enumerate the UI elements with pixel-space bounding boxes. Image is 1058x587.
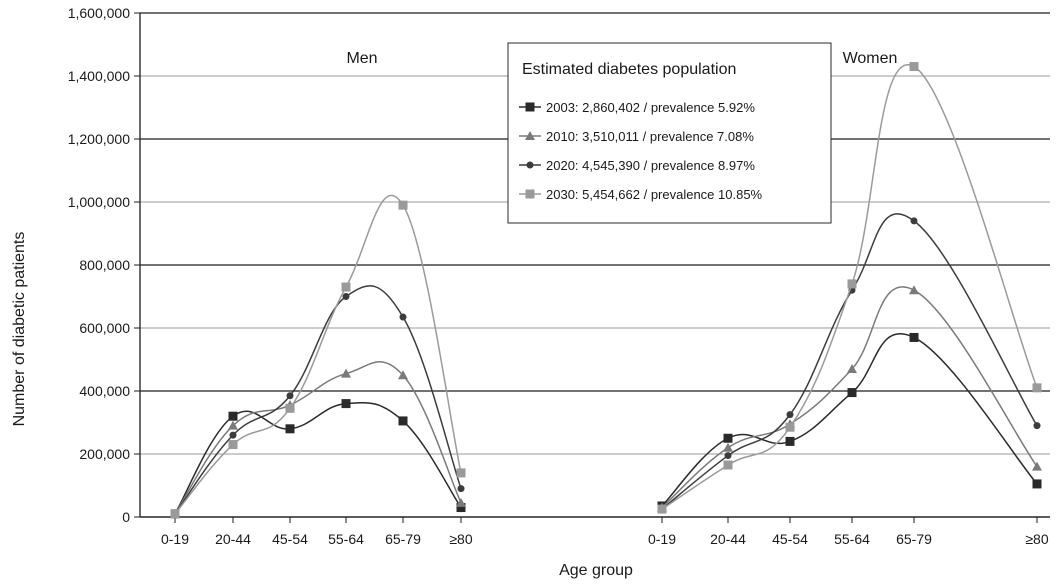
y-tick-label: 1,000,000 xyxy=(68,194,130,210)
data-point-2010 xyxy=(456,497,466,507)
legend-entry: 2020: 4,545,390 / prevalence 8.97% xyxy=(546,158,755,173)
y-tick-label: 200,000 xyxy=(79,446,130,462)
data-point-2020 xyxy=(229,431,237,439)
data-point-2030 xyxy=(657,504,667,514)
axes xyxy=(134,12,1050,523)
x-tick-label: 45-54 xyxy=(272,531,308,547)
data-point-2003 xyxy=(456,503,466,513)
legend-marker-2 xyxy=(526,161,534,169)
data-point-2030 xyxy=(785,422,795,432)
data-point-2020 xyxy=(910,217,918,225)
data-point-2010 xyxy=(1032,461,1042,471)
series-line-2003-men xyxy=(174,402,462,515)
data-point-2003 xyxy=(285,424,295,434)
data-point-2010 xyxy=(723,442,733,452)
x-tick-label: 20-44 xyxy=(710,531,746,547)
x-axis-title: Age group xyxy=(559,562,633,579)
data-point-2030 xyxy=(341,282,351,292)
y-tick-label: 1,200,000 xyxy=(68,131,130,147)
x-tick-label: 0-19 xyxy=(648,531,676,547)
y-tick-label: 1,400,000 xyxy=(68,68,130,84)
legend-title: Estimated diabetes population xyxy=(522,61,736,78)
data-point-2020 xyxy=(724,452,732,460)
y-tick-label: 800,000 xyxy=(79,257,130,273)
series-line-2003-women xyxy=(661,332,1038,507)
data-point-2003 xyxy=(228,411,238,421)
series-line-2030-men xyxy=(174,194,462,515)
data-point-2003 xyxy=(398,416,408,426)
data-point-2030 xyxy=(723,460,733,470)
data-point-2030 xyxy=(170,509,180,519)
x-tick-label: 65-79 xyxy=(896,531,932,547)
panel-title-men: Men xyxy=(346,50,377,67)
legend-marker-1 xyxy=(525,131,535,140)
data-point-2010 xyxy=(341,368,351,378)
legend-frame xyxy=(507,42,832,224)
data-point-2010 xyxy=(398,370,408,380)
data-point-2003 xyxy=(909,332,919,342)
data-point-2030 xyxy=(398,200,408,210)
data-point-2020 xyxy=(1033,422,1041,430)
x-tick-label: 65-79 xyxy=(385,531,421,547)
data-point-2030 xyxy=(909,62,919,72)
x-tick-label: 45-54 xyxy=(772,531,808,547)
series-line-2010-men xyxy=(174,361,462,515)
x-tick-label: ≥80 xyxy=(1025,531,1048,547)
data-point-2030 xyxy=(847,279,857,289)
x-tick-label: 0-19 xyxy=(161,531,189,547)
x-tick-label: ≥80 xyxy=(449,531,472,547)
legend-entry: 2030: 5,454,662 / prevalence 10.85% xyxy=(546,187,763,202)
x-tick-label: 55-64 xyxy=(328,531,364,547)
data-point-2003 xyxy=(785,436,795,446)
y-tick-label: 1,600,000 xyxy=(68,5,130,21)
x-tick-label: 55-64 xyxy=(834,531,870,547)
data-point-2020 xyxy=(457,485,465,493)
y-tick-label: 400,000 xyxy=(79,383,130,399)
y-tick-label: 0 xyxy=(122,509,130,525)
legend-items: 2003: 2,860,402 / prevalence 5.92% 2010: … xyxy=(519,100,763,202)
legend-marker-0 xyxy=(525,102,535,112)
data-point-2003 xyxy=(341,399,351,409)
panel-title-women: Women xyxy=(843,50,898,67)
data-point-2010 xyxy=(909,285,919,295)
data-point-2010 xyxy=(228,420,238,430)
tick-labels: 0 200,000 400,000 600,000 800,000 1,000,000 1,… xyxy=(68,5,1049,547)
data-point-2010 xyxy=(847,363,857,373)
data-point-2030 xyxy=(228,440,238,450)
x-tick-label: 20-44 xyxy=(215,531,251,547)
data-point-2003 xyxy=(723,433,733,443)
legend-entry: 2010: 3,510,011 / prevalence 7.08% xyxy=(546,129,754,144)
legend-entry: 2003: 2,860,402 / prevalence 5.92% xyxy=(546,100,755,115)
series-lines xyxy=(170,62,1042,519)
data-point-2020 xyxy=(342,293,350,300)
data-point-2020 xyxy=(286,392,294,400)
data-point-2030 xyxy=(1032,383,1042,393)
y-tick-label: 600,000 xyxy=(79,320,130,336)
data-point-2030 xyxy=(285,403,295,413)
data-point-2020 xyxy=(786,411,794,419)
y-axis-title: Number of diabetic patients xyxy=(11,232,28,427)
data-point-2003 xyxy=(1032,479,1042,489)
series-line-2020-women xyxy=(661,213,1038,510)
data-point-2030 xyxy=(456,468,466,478)
legend-box: Estimated diabetes population 2003: 2,86… xyxy=(507,42,832,224)
legend-marker-3 xyxy=(525,189,535,199)
data-point-2003 xyxy=(847,388,857,398)
data-point-2020 xyxy=(399,313,407,321)
